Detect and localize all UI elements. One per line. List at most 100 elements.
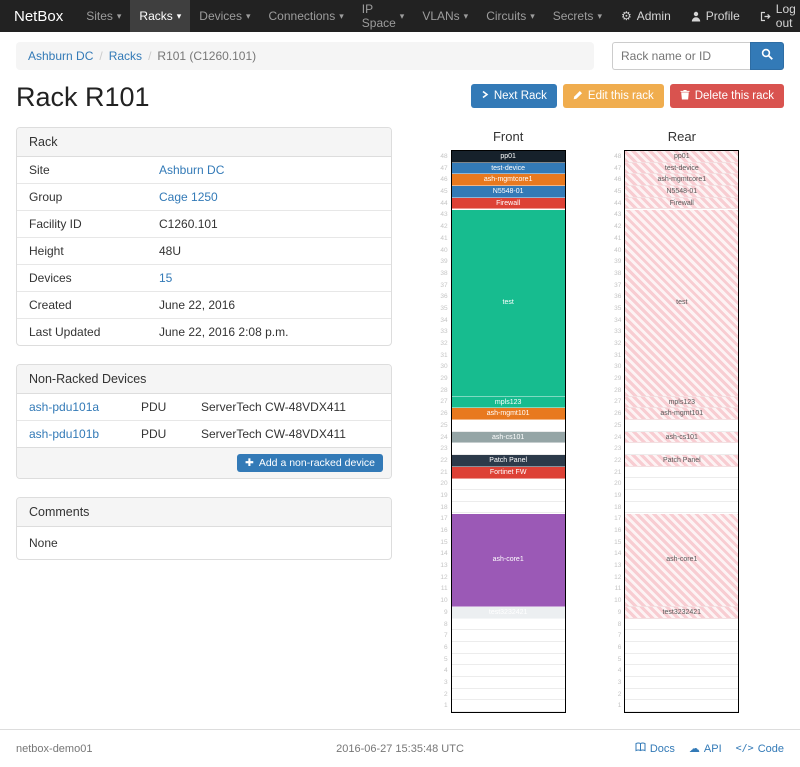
api-link[interactable]: ☁ API: [688, 742, 722, 756]
attr-value[interactable]: Cage 1250: [159, 190, 218, 204]
breadcrumb-item[interactable]: Ashburn DC: [28, 49, 94, 63]
rack-front: Front 48 47 46 45 44 43 42 41 40 39 38 37 36 35 34 33 32…: [437, 129, 566, 713]
rack-device-rear[interactable]: Firewall: [625, 197, 739, 210]
unit-number: 1: [617, 702, 622, 710]
rack-device-front[interactable]: ash-cs101: [451, 431, 565, 444]
rack-device-front[interactable]: ash-core1: [451, 513, 565, 608]
caret-down-icon: ▾: [463, 10, 469, 21]
rack-device-front[interactable]: ash-mgmtcore1: [451, 174, 565, 187]
rack-device-front[interactable]: ash-mgmt101: [451, 408, 565, 421]
device-role: PDU: [141, 400, 167, 414]
rack-device-rear[interactable]: ash-cs101: [625, 431, 739, 444]
nav-item-logout[interactable]: Log out: [750, 0, 800, 32]
rack-device-rear[interactable]: ash-core1: [625, 513, 739, 608]
nav-item-profile[interactable]: Profile: [681, 0, 750, 32]
rack-device-rear[interactable]: pp01: [625, 151, 739, 163]
search-button[interactable]: [750, 42, 784, 70]
nav-items: Sites ▾ Racks ▾ Devices ▾ Connections ▾ IP Space…: [77, 0, 611, 32]
unit-number: 16: [614, 527, 622, 534]
rack-rear-title: Rear: [667, 129, 696, 144]
user-icon: [691, 11, 701, 22]
unit-number: 34: [440, 316, 448, 324]
breadcrumb-item: R101 (C1260.101): [157, 49, 257, 63]
empty-unit: [625, 467, 739, 479]
unit-number: 6: [617, 643, 622, 651]
unit-number: 10: [614, 597, 622, 605]
unit-number: 17: [614, 515, 622, 523]
rack-device-front[interactable]: pp01: [451, 151, 565, 163]
nonracked-panel-title: Non-Racked Devices: [17, 365, 391, 394]
nav-logout-label: Log out: [775, 2, 796, 30]
rack-info-panel: Rack Site Ashburn DC Group Cage 1250 Facilit…: [16, 127, 392, 346]
empty-unit: [451, 478, 565, 490]
nav-item-ip-space[interactable]: IP Space ▾: [361, 2, 405, 30]
attr-label: Last Updated: [17, 318, 147, 345]
unit-number: 15: [440, 538, 448, 546]
unit-number: 26: [440, 410, 448, 418]
code-link[interactable]: </> Code: [735, 742, 784, 755]
page-title: Rack R101: [16, 82, 150, 112]
next-rack-button[interactable]: Next Rack: [470, 84, 557, 108]
rack-device-front[interactable]: test3232421: [451, 607, 565, 619]
empty-unit: [625, 502, 739, 514]
rack-device-front[interactable]: N5548-01: [451, 186, 565, 198]
attr-value[interactable]: Ashburn DC: [159, 163, 225, 177]
empty-unit: [625, 677, 739, 689]
nonracked-device-row: ash-pdu101a PDU ServerTech CW-48VDX411: [17, 394, 391, 421]
edit-rack-button[interactable]: Edit this rack: [562, 84, 664, 108]
rack-device-rear[interactable]: N5548-01: [625, 186, 739, 198]
nav-item-secrets[interactable]: Secrets ▾: [552, 9, 602, 23]
rack-device-front[interactable]: Patch Panel: [451, 455, 565, 467]
nav-right: ⚙ Admin Profile Log out: [611, 0, 800, 32]
empty-unit: [625, 665, 739, 677]
rack-device-front[interactable]: test-device: [451, 162, 565, 175]
unit-number: 31: [614, 351, 622, 359]
unit-number: 16: [440, 527, 448, 534]
unit-number: 40: [614, 246, 622, 254]
unit-number: 4: [444, 667, 448, 675]
rack-device-front[interactable]: test: [451, 209, 565, 397]
empty-unit: [451, 420, 565, 432]
rack-device-front[interactable]: mpls123: [451, 396, 565, 409]
delete-rack-button[interactable]: Delete this rack: [669, 84, 784, 108]
nav-item-vlans[interactable]: VLANs ▾: [422, 9, 469, 23]
attr-label: Group: [17, 183, 147, 211]
empty-unit: [625, 700, 739, 712]
rack-device-rear[interactable]: ash-mgmt101: [625, 408, 739, 421]
nav-item-circuits[interactable]: Circuits ▾: [486, 9, 535, 23]
rack-device-rear[interactable]: test: [625, 209, 739, 397]
docs-link[interactable]: Docs: [635, 742, 675, 755]
unit-number: 46: [440, 176, 448, 184]
unit-number: 36: [614, 293, 622, 301]
unit-number: 35: [614, 304, 622, 312]
nav-admin-label: Admin: [636, 9, 671, 23]
unit-number: 7: [617, 632, 622, 640]
device-name-link[interactable]: ash-pdu101a: [29, 400, 100, 414]
rack-device-rear[interactable]: ash-mgmtcore1: [625, 174, 739, 187]
site-footer: netbox-demo01 2016-06-27 15:35:48 UTC Do…: [0, 729, 800, 767]
breadcrumb-separator: /: [148, 49, 152, 63]
nav-item-admin[interactable]: ⚙ Admin: [611, 0, 681, 32]
search-input[interactable]: [612, 42, 750, 70]
unit-number: 25: [440, 421, 448, 429]
rack-device-rear[interactable]: Patch Panel: [625, 455, 739, 467]
breadcrumb-item[interactable]: Racks: [108, 49, 143, 63]
brand-logo[interactable]: NetBox: [14, 7, 64, 25]
rack-device-rear[interactable]: test-device: [625, 162, 739, 175]
add-nonracked-device-button[interactable]: ✚ Add a non-racked device: [237, 454, 383, 472]
unit-number: 21: [614, 468, 622, 476]
unit-number: 35: [440, 304, 448, 312]
nav-item-connections[interactable]: Connections ▾: [268, 9, 344, 23]
rack-device-rear[interactable]: test3232421: [625, 607, 739, 619]
attr-value[interactable]: 15: [159, 271, 173, 285]
unit-number: 32: [614, 340, 622, 347]
nav-item-sites[interactable]: Sites ▾: [86, 9, 122, 23]
breadcrumb-separator: /: [99, 49, 103, 63]
rack-device-rear[interactable]: mpls123: [625, 396, 739, 409]
nav-item-devices[interactable]: Devices ▾: [199, 9, 251, 23]
unit-number: 22: [440, 456, 448, 464]
nav-item-racks[interactable]: Racks ▾: [130, 0, 191, 32]
device-name-link[interactable]: ash-pdu101b: [29, 427, 100, 441]
rack-device-front[interactable]: Firewall: [451, 197, 565, 210]
rack-device-front[interactable]: Fortinet FW: [451, 466, 565, 479]
